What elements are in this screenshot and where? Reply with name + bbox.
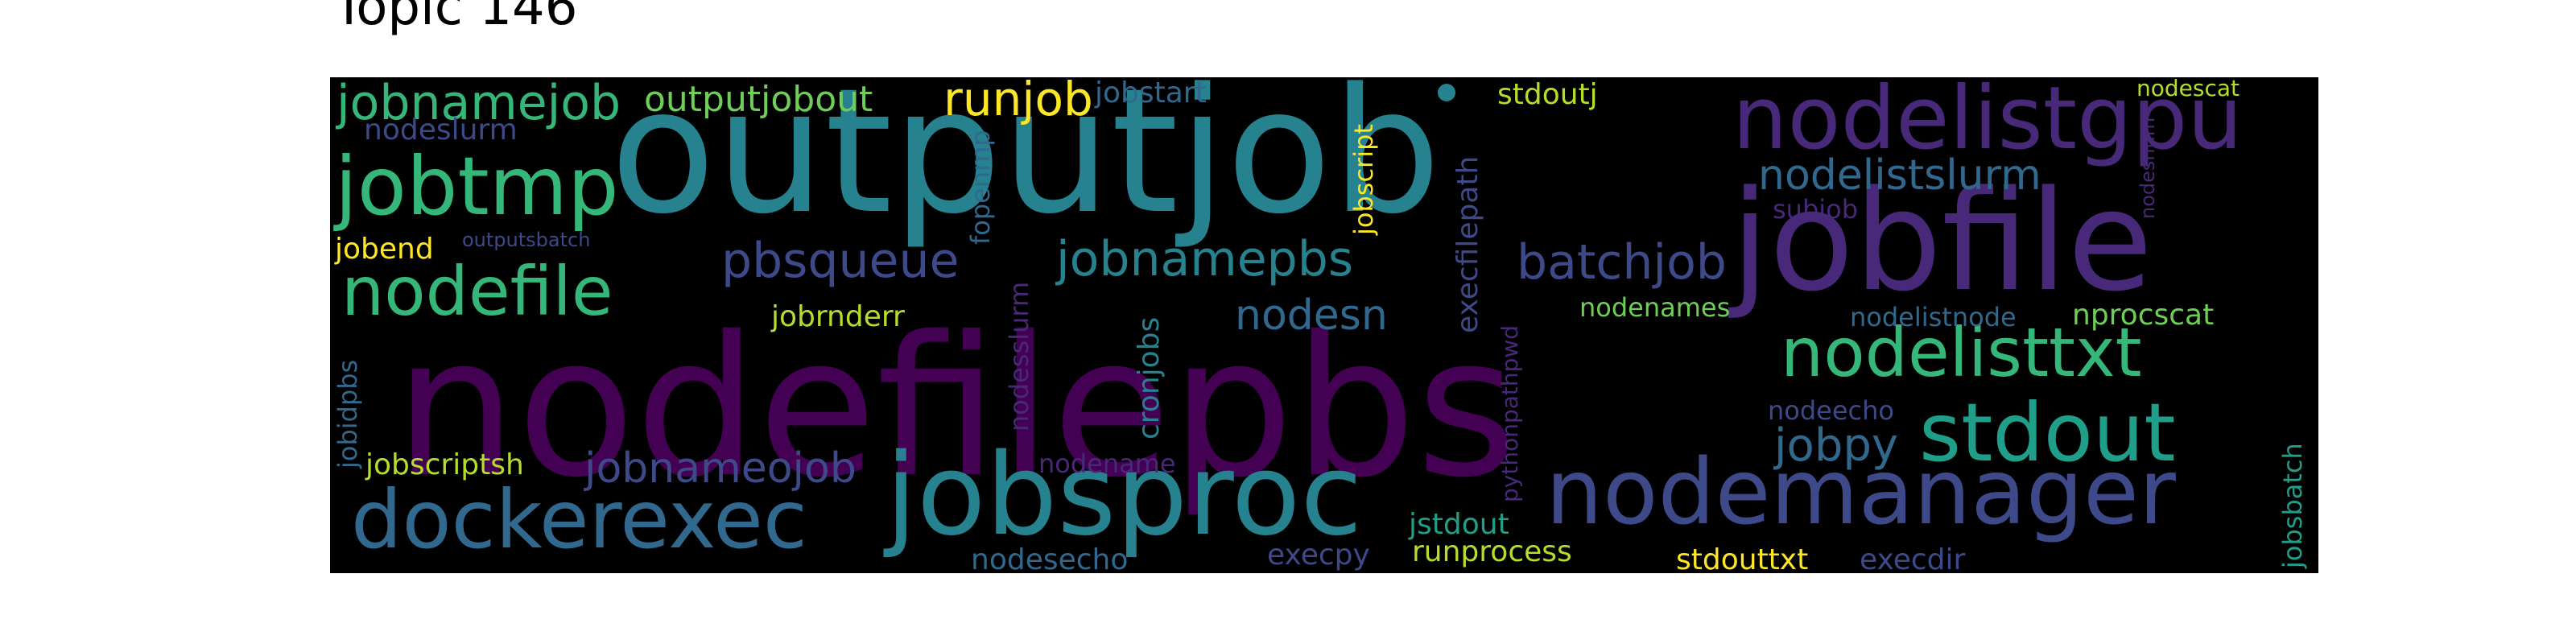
word: nodenames bbox=[1579, 292, 1731, 323]
word: jobsbatch bbox=[2277, 443, 2308, 568]
word: jobend bbox=[335, 233, 434, 266]
word-cloud: nodefilepbs outputjob jobfile nodelistgp… bbox=[330, 77, 2318, 573]
word: stdoutj bbox=[1497, 78, 1598, 111]
word: execfilepath bbox=[1451, 155, 1484, 333]
word: nodelistnode bbox=[1850, 302, 2017, 332]
word: nodename bbox=[1038, 448, 1176, 479]
word: batchjob bbox=[1517, 234, 1727, 291]
word: runjob bbox=[943, 77, 1093, 126]
word: nodefilepbs bbox=[394, 295, 1517, 520]
word: jobscriptsh bbox=[365, 448, 524, 481]
word: nodelisttxt bbox=[1781, 313, 2142, 392]
word: stdouttxt bbox=[1676, 543, 1809, 574]
word: nodesn bbox=[1235, 291, 1388, 340]
word: nodeecho bbox=[1768, 395, 1894, 426]
word: jobfile bbox=[1731, 160, 2153, 322]
word: nodemanager bbox=[1546, 440, 2176, 545]
word: jobstart bbox=[1095, 77, 1207, 109]
word: jobscript bbox=[1348, 124, 1379, 235]
word: nodesnum bbox=[2136, 117, 2159, 219]
word: jobrnderr bbox=[771, 300, 905, 333]
word: outputjob bbox=[610, 77, 1442, 252]
word: nodesecho bbox=[971, 543, 1129, 574]
word: jobidpbs bbox=[332, 359, 363, 469]
dot-fragment bbox=[1438, 84, 1455, 101]
word: nodescat bbox=[2136, 77, 2240, 101]
word: jobtmp bbox=[335, 139, 619, 233]
word: nodelistgpu bbox=[1732, 77, 2243, 169]
word: pbsqueue bbox=[721, 233, 960, 289]
word: jobsproc bbox=[886, 430, 1363, 561]
word: pythonpathpwd bbox=[1496, 324, 1523, 502]
word: nodeslurm bbox=[364, 114, 518, 147]
word: nprocscat bbox=[2072, 299, 2215, 332]
word: cronjobs bbox=[1133, 316, 1166, 440]
word: nodesslurm bbox=[1004, 281, 1034, 431]
figure-title: Topic 146 bbox=[333, 0, 578, 37]
word: jobnamejob bbox=[336, 77, 621, 131]
word: jobpy bbox=[1774, 419, 1899, 472]
word: nodefile bbox=[341, 252, 613, 331]
word: execpy bbox=[1267, 539, 1370, 572]
word: stdout bbox=[1919, 386, 2176, 480]
word: subjob bbox=[1773, 194, 1859, 225]
word: outputjobout bbox=[644, 79, 873, 120]
word: nodelistslurm bbox=[1758, 151, 2041, 200]
word: outputsbatch bbox=[462, 229, 591, 251]
word: jstdout bbox=[1409, 508, 1509, 541]
word: jobnameojob bbox=[584, 444, 857, 493]
word: jobnamepbs bbox=[1056, 231, 1354, 287]
word: dockerexec bbox=[351, 473, 807, 567]
word: fopenmp bbox=[965, 130, 996, 245]
word: execdir bbox=[1860, 543, 1966, 574]
word: runprocess bbox=[1412, 535, 1572, 568]
